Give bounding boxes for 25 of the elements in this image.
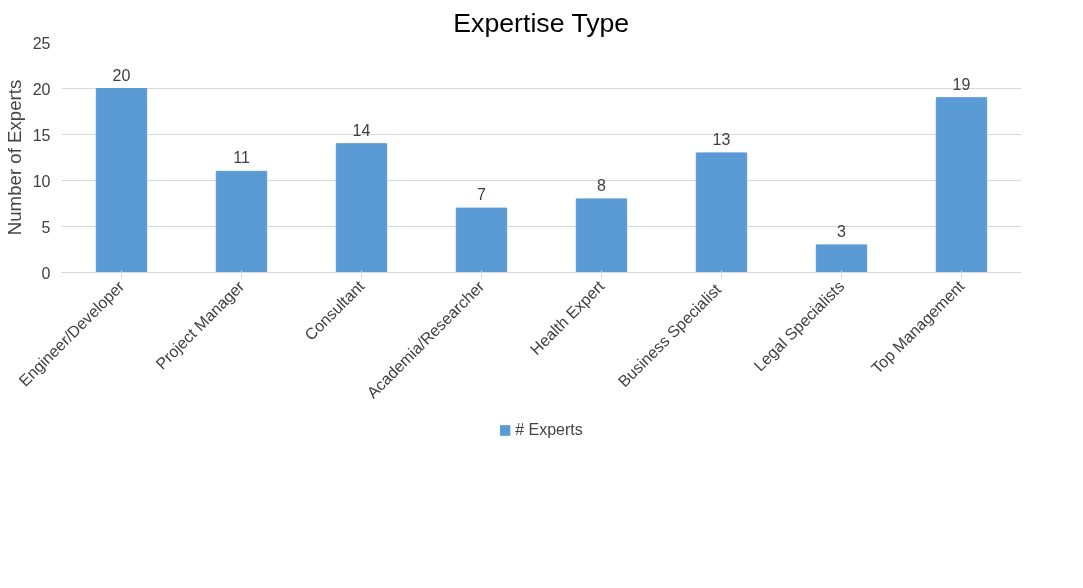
data-label: 8: [597, 176, 607, 194]
y-tick-label: 25: [32, 34, 51, 52]
data-label: 14: [352, 121, 371, 139]
y-tick-label: 15: [32, 126, 51, 144]
bar: [455, 207, 508, 273]
data-label: 20: [112, 66, 131, 84]
bar: [335, 143, 388, 273]
y-tick-label: 0: [41, 264, 51, 282]
data-label: 19: [952, 75, 971, 93]
bar: [215, 170, 268, 273]
chart-title: Expertise Type: [453, 7, 630, 38]
y-tick-label: 5: [41, 218, 51, 236]
data-label: 7: [477, 186, 487, 204]
y-tick-label: 20: [32, 80, 51, 98]
legend-label: # Experts: [515, 421, 583, 439]
data-label: 13: [712, 130, 731, 148]
bar: [695, 152, 748, 273]
bar: [815, 244, 868, 273]
y-tick-label: 10: [32, 172, 51, 190]
bar: [95, 88, 148, 273]
bar: [575, 198, 628, 273]
bar: [935, 97, 988, 273]
data-label: 11: [233, 149, 250, 167]
data-label: 3: [837, 222, 847, 240]
y-axis-title: Number of Experts: [3, 79, 25, 236]
